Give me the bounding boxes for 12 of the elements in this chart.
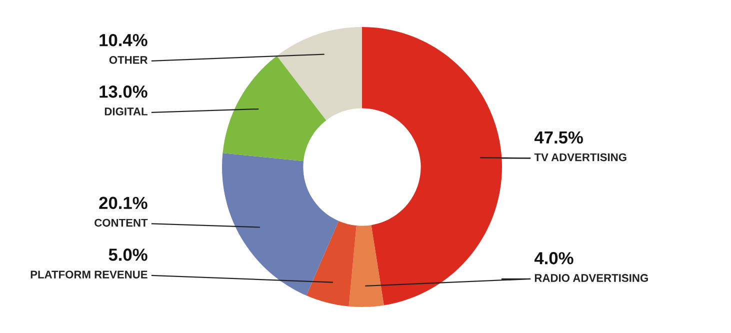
- slice-label: RADIO ADVERTISING: [534, 274, 648, 282]
- data-label: 47.5%: [534, 131, 583, 144]
- slice-label: OTHER: [109, 56, 148, 64]
- data-label: 4.0%: [534, 252, 574, 264]
- slice-label: DIGITAL: [104, 108, 148, 116]
- slice-label: CONTENT: [94, 218, 148, 227]
- data-label: 13.0%: [100, 86, 148, 98]
- data-label: 20.1%: [99, 196, 148, 210]
- slice-label: TV ADVERTISING: [534, 153, 626, 162]
- slice-label: PLATFORM REVENUE: [30, 270, 148, 278]
- data-label: 5.0%: [108, 248, 148, 261]
- data-label: 10.4%: [100, 34, 148, 46]
